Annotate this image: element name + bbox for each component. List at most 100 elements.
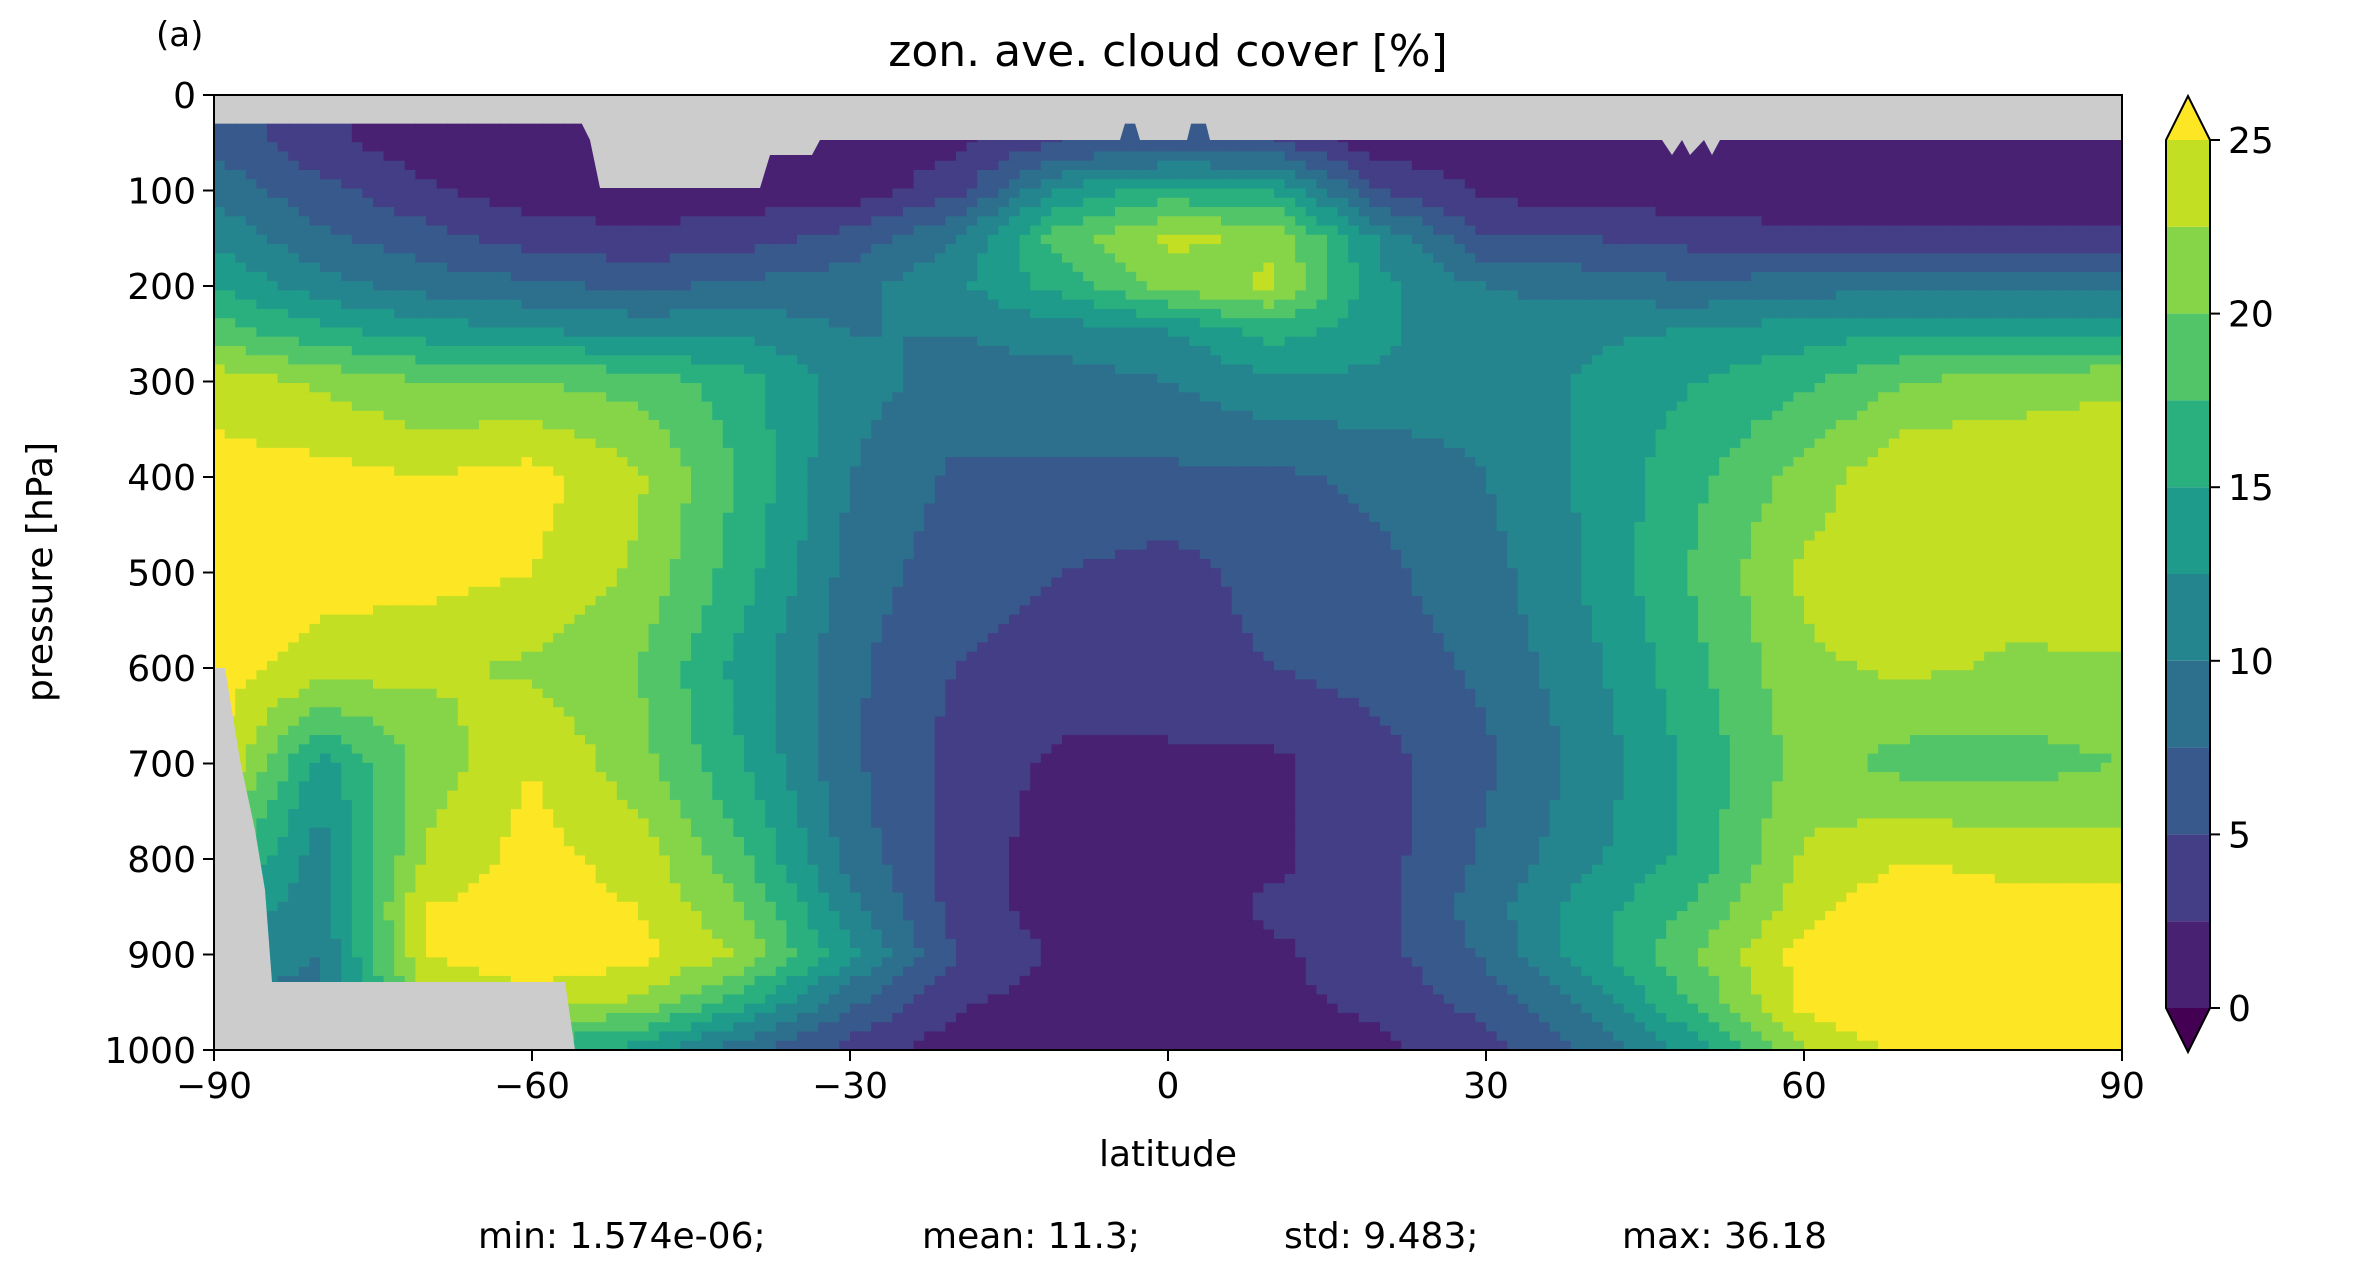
heatmap-cell — [542, 142, 554, 153]
heatmap-cell — [1337, 188, 1349, 199]
heatmap-cell — [1740, 225, 1752, 236]
heatmap-cell — [966, 262, 978, 273]
heatmap-cell — [404, 207, 416, 217]
heatmap-cell — [956, 216, 968, 227]
heatmap-cell — [383, 132, 395, 143]
heatmap-cell — [330, 308, 342, 319]
heatmap-cell — [1888, 318, 1900, 329]
heatmap-cell — [797, 207, 809, 217]
heatmap-cell — [913, 197, 925, 208]
heatmap-cell — [1390, 244, 1402, 254]
heatmap-cell — [1963, 207, 1975, 217]
heatmap-cell — [1708, 327, 1720, 338]
heatmap-cell — [1666, 364, 1678, 375]
heatmap-cell — [1613, 308, 1625, 319]
heatmap-cell — [245, 355, 257, 366]
heatmap-cell — [1348, 179, 1360, 190]
heatmap-cell — [1125, 179, 1137, 190]
heatmap-cell — [1252, 225, 1264, 236]
heatmap-cell — [1401, 179, 1413, 190]
heatmap-cell — [691, 225, 703, 236]
heatmap-cell — [1305, 244, 1317, 254]
heatmap-cell — [309, 207, 321, 217]
heatmap-cell — [1835, 179, 1847, 190]
heatmap-cell — [1157, 373, 1169, 384]
heatmap-cell — [1252, 188, 1264, 199]
heatmap-cell — [2090, 336, 2102, 347]
heatmap-cell — [691, 355, 703, 366]
heatmap-cell — [1592, 216, 1604, 227]
heatmap-cell — [595, 262, 607, 273]
heatmap-cell — [436, 336, 448, 347]
heatmap-cell — [277, 299, 289, 310]
heatmap-cell — [1369, 327, 1381, 338]
heatmap-cell — [468, 373, 480, 384]
heatmap-cell — [722, 364, 734, 375]
heatmap-cell — [1952, 364, 1964, 375]
heatmap-cell — [1030, 244, 1042, 254]
heatmap-cell — [1252, 364, 1264, 375]
heatmap-cell — [1581, 207, 1593, 217]
heatmap-cell — [1104, 234, 1116, 245]
heatmap-cell — [1867, 355, 1879, 366]
heatmap-cell — [1316, 142, 1328, 153]
heatmap-cell — [1867, 262, 1879, 273]
heatmap-cell — [2069, 345, 2081, 356]
heatmap-cell — [1952, 197, 1964, 208]
heatmap-cell — [553, 151, 565, 162]
heatmap-cell — [818, 253, 830, 264]
heatmap-cell — [1496, 225, 1508, 236]
heatmap-cell — [2016, 169, 2028, 180]
heatmap-cell — [489, 225, 501, 236]
heatmap-cell — [267, 151, 279, 162]
heatmap-cell — [1390, 336, 1402, 347]
heatmap-cell — [1284, 151, 1296, 162]
heatmap-cell — [468, 207, 480, 217]
heatmap-cell — [1062, 244, 1074, 254]
heatmap-cell — [1189, 345, 1201, 356]
heatmap-cell — [1751, 225, 1763, 236]
heatmap-cell — [1433, 253, 1445, 264]
heatmap-cell — [680, 299, 692, 310]
heatmap-cell — [892, 345, 904, 356]
heatmap-cell — [2058, 216, 2070, 227]
heatmap-cell — [330, 262, 342, 273]
heatmap-cell — [563, 281, 575, 291]
heatmap-cell — [744, 336, 756, 347]
heatmap-cell — [945, 151, 957, 162]
heatmap-cell — [1115, 336, 1127, 347]
heatmap-cell — [1411, 299, 1423, 310]
heatmap-cell — [1040, 160, 1052, 171]
heatmap-cell — [807, 244, 819, 254]
heatmap-cell — [956, 160, 968, 171]
heatmap-cell — [1168, 318, 1180, 329]
heatmap-cell — [1178, 299, 1190, 310]
heatmap-cell — [2090, 160, 2102, 171]
heatmap-cell — [235, 244, 247, 254]
heatmap-cell — [903, 151, 915, 162]
heatmap-cell — [1083, 336, 1095, 347]
heatmap-cell — [542, 308, 554, 319]
heatmap-cell — [1327, 299, 1339, 310]
heatmap-cell — [913, 234, 925, 245]
heatmap-cell — [1814, 225, 1826, 236]
heatmap-cell — [1083, 169, 1095, 180]
heatmap-cell — [1570, 142, 1582, 153]
heatmap-cell — [1581, 290, 1593, 301]
heatmap-cell — [1157, 345, 1169, 356]
heatmap-cell — [1782, 355, 1794, 366]
heatmap-cell — [744, 244, 756, 254]
heatmap-cell — [1719, 160, 1731, 171]
heatmap-cell — [1274, 308, 1286, 319]
heatmap-cell — [1284, 355, 1296, 366]
heatmap-cell — [1263, 262, 1275, 273]
heatmap-cell — [224, 197, 236, 208]
heatmap-cell — [1496, 216, 1508, 227]
heatmap-cell — [1284, 244, 1296, 254]
heatmap-cell — [701, 225, 713, 236]
heatmap-cell — [903, 142, 915, 153]
heatmap-cell — [2037, 318, 2049, 329]
heatmap-cell — [765, 281, 777, 291]
plot-area — [213, 94, 2123, 1051]
heatmap-cell — [1825, 364, 1837, 375]
